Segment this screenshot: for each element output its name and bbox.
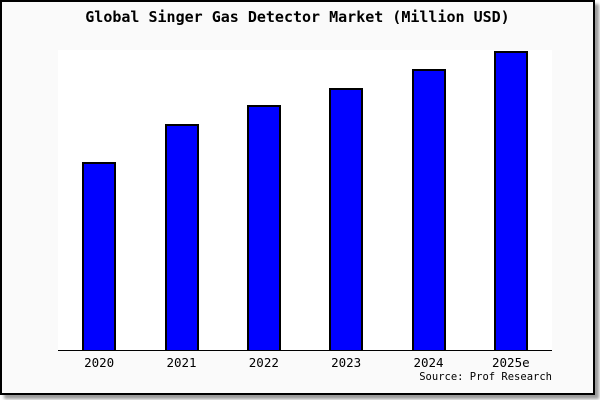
bar-2022 (246, 105, 281, 350)
plot-area (58, 50, 552, 351)
x-tick-label-2022: 2022 (248, 355, 279, 370)
x-tick-label-2024: 2024 (413, 355, 444, 370)
bar-2020 (82, 161, 117, 350)
bar-2021 (164, 124, 199, 350)
x-tick-label-2023: 2023 (331, 355, 362, 370)
chart-card: Global Singer Gas Detector Market (Milli… (0, 0, 595, 395)
x-tick-label-2021: 2021 (166, 355, 197, 370)
bar-2023 (329, 87, 364, 350)
x-tick-label-2020: 2020 (84, 355, 115, 370)
bar-2025e (493, 50, 528, 350)
x-tick-label-2025e: 2025e (492, 355, 530, 370)
chart-title: Global Singer Gas Detector Market (Milli… (85, 8, 510, 26)
source-text: Source: Prof Research (419, 371, 552, 383)
x-axis-ticks: 2020 2021 2022 2023 2024 2025e (58, 355, 552, 371)
bar-2024 (411, 68, 446, 350)
